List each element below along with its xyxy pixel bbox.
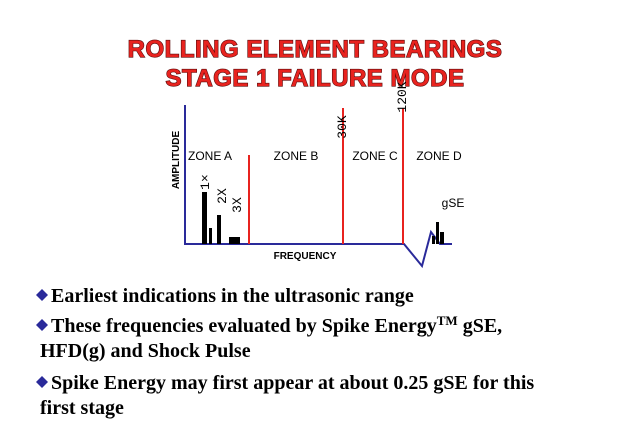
spectrum-bar	[209, 228, 212, 244]
harmonic-label: 1×	[198, 174, 213, 190]
diagram: AMPLITUDE FREQUENCY ZONE A ZONE B ZONE C…	[171, 81, 465, 269]
title-line: ROLLING ELEMENT BEARINGS	[128, 36, 503, 63]
bullet-list: Earliest indications in the ultrasonic r…	[36, 285, 534, 419]
zone-label: ZONE C	[352, 149, 398, 163]
text-run: HFD(g) and Shock Pulse	[40, 340, 251, 362]
bullet-marker	[36, 319, 48, 331]
boundary-label: 30K	[335, 115, 350, 139]
spectrum-bar	[202, 192, 207, 244]
text-run: Spike Energy may first appear at about 0…	[51, 372, 534, 394]
text-run: gSE,	[458, 315, 502, 337]
bullet-text: Spike Energy may first appear at about 0…	[51, 372, 534, 394]
harmonic-label: 2X	[215, 188, 230, 204]
bullet-text: Earliest indications in the ultrasonic r…	[51, 285, 414, 307]
text-run: first stage	[40, 397, 124, 419]
text-run: Earliest indications in the ultrasonic r…	[51, 285, 414, 307]
spectrum-bar	[432, 236, 435, 244]
bullet-text: These frequencies evaluated by Spike Ene…	[51, 313, 502, 337]
gse-label: gSE	[442, 196, 465, 210]
text-run: TM	[437, 313, 458, 328]
bullet-marker	[36, 376, 48, 388]
bullet-text: first stage	[40, 397, 124, 419]
x-axis-label: FREQUENCY	[274, 251, 337, 262]
spectrum-bar	[229, 237, 240, 244]
title-line: STAGE 1 FAILURE MODE	[166, 65, 465, 92]
bullet-text: HFD(g) and Shock Pulse	[40, 340, 251, 362]
spectrum-bar	[436, 222, 439, 244]
bullet-marker	[36, 289, 48, 301]
zone-label: ZONE D	[416, 149, 462, 163]
boundary-label: 120K	[395, 81, 410, 112]
spectrum-bar	[440, 232, 444, 244]
zone-label: ZONE B	[274, 149, 319, 163]
text-run: These frequencies evaluated by Spike Ene…	[51, 315, 437, 337]
y-axis-label: AMPLITUDE	[171, 131, 182, 190]
harmonic-label: 3X	[230, 197, 245, 213]
zone-label: ZONE A	[188, 149, 232, 163]
spectrum-bar	[217, 215, 221, 244]
